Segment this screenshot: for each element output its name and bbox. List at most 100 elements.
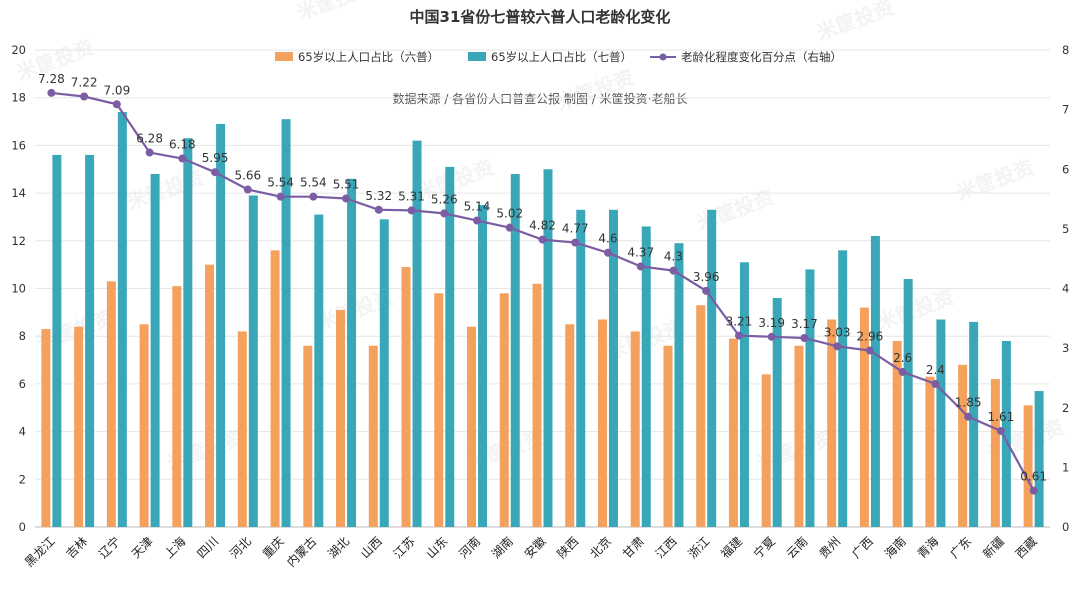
category-label: 湖南 (488, 534, 516, 562)
bar-6th-census (892, 340, 902, 527)
legend-label-7th: 65岁以上人口占比（七普） (491, 50, 632, 64)
category-label: 山东 (424, 534, 451, 561)
gridlines (35, 49, 1050, 528)
watermark-text: 米筐投资 (124, 165, 207, 215)
bar-7th-census (772, 298, 782, 527)
change-point (80, 92, 89, 101)
y-tick-left: 18 (11, 91, 26, 105)
bar-7th-census (641, 226, 651, 528)
change-point (996, 427, 1005, 436)
bar-6th-census (958, 364, 968, 527)
change-point (407, 206, 416, 215)
y-tick-right: 1 (1062, 460, 1069, 474)
bars (41, 112, 1044, 528)
bar-7th-census (216, 123, 226, 527)
change-data-label: 3.03 (824, 325, 851, 339)
bar-6th-census (728, 338, 738, 527)
bar-6th-census (106, 281, 116, 527)
watermark-text: 米筐投资 (814, 0, 897, 45)
y-tick-left: 16 (11, 138, 26, 152)
y-tick-right: 3 (1062, 341, 1069, 355)
change-point (276, 192, 285, 201)
change-data-label: 5.02 (496, 207, 523, 221)
category-label: 四川 (194, 534, 221, 561)
change-data-label: 5.66 (234, 169, 261, 183)
bar-6th-census (696, 305, 706, 527)
bar-6th-census (139, 324, 149, 527)
y-tick-left: 20 (11, 43, 26, 57)
change-data-label: 5.95 (202, 151, 229, 165)
bar-6th-census (761, 374, 771, 527)
change-line: 7.28 7.22 7.09 6.28 6.18 5.95 5.66 5.54 5.54 5.51… (38, 72, 1047, 495)
category-label: 新疆 (979, 534, 1007, 562)
bar-6th-census (74, 326, 84, 527)
bar-7th-census (870, 236, 880, 527)
chart-title: 中国31省份七普较六普人口老龄化变化 (410, 8, 671, 26)
change-data-label: 5.54 (267, 176, 294, 190)
category-label: 陕西 (554, 534, 582, 562)
legend-marker-change (659, 53, 667, 61)
change-point (505, 223, 514, 232)
change-data-label: 4.3 (664, 250, 683, 264)
bar-7th-census (510, 174, 520, 527)
change-point (931, 379, 940, 388)
bar-6th-census (336, 309, 346, 527)
change-point (669, 266, 678, 275)
category-label: 宁夏 (750, 534, 778, 562)
change-data-label: 1.61 (988, 410, 1015, 424)
change-data-label: 4.6 (598, 232, 617, 246)
category-label: 甘肃 (620, 534, 647, 561)
bar-6th-census (925, 376, 935, 527)
y-tick-left: 0 (19, 520, 26, 534)
category-label: 天津 (129, 534, 156, 561)
y-tick-right: 8 (1062, 43, 1069, 57)
change-data-label: 0.61 (1020, 470, 1047, 484)
category-label: 山西 (358, 534, 385, 561)
change-point (865, 346, 874, 355)
change-data-label: 5.54 (300, 176, 327, 190)
bar-7th-census (674, 243, 684, 527)
bar-7th-census (1001, 340, 1011, 527)
y-axis-left: 0 2 4 6 8 10 12 14 16 18 20 (11, 43, 26, 534)
bar-7th-census (478, 205, 488, 527)
legend-item-change[interactable]: 老龄化程度变化百分点（右轴） (650, 50, 842, 64)
category-label: 海南 (881, 534, 909, 562)
legend-label-change: 老龄化程度变化百分点（右轴） (681, 50, 842, 64)
y-tick-right: 7 (1062, 103, 1069, 117)
category-label: 江西 (653, 534, 680, 561)
bar-7th-census (543, 169, 553, 527)
change-point (440, 209, 449, 218)
change-data-label: 3.96 (693, 270, 720, 284)
bar-7th-census (608, 209, 618, 528)
category-label: 北京 (587, 534, 614, 561)
bar-6th-census (205, 264, 215, 527)
y-tick-right: 5 (1062, 222, 1069, 236)
change-point (767, 332, 776, 341)
legend-item-7th-census[interactable]: 65岁以上人口占比（七普） (468, 50, 632, 64)
category-label: 云南 (783, 534, 811, 562)
category-label: 河南 (456, 534, 484, 562)
change-point (145, 148, 154, 157)
bar-6th-census (368, 345, 378, 527)
change-data-label: 5.14 (464, 200, 491, 214)
y-tick-right: 6 (1062, 162, 1069, 176)
legend-label-6th: 65岁以上人口占比（六普） (298, 50, 439, 64)
bar-7th-census (379, 219, 389, 527)
change-point (898, 367, 907, 376)
category-label: 福建 (717, 534, 745, 562)
change-point (112, 100, 121, 109)
bar-7th-census (739, 262, 749, 527)
change-point (833, 342, 842, 351)
watermark-text: 米筐投资 (554, 65, 637, 115)
bar-7th-census (903, 278, 913, 527)
legend-item-6th-census[interactable]: 65岁以上人口占比（六普） (275, 50, 439, 64)
bar-7th-census (85, 154, 95, 527)
y-axis-right: 0 1 2 3 4 5 6 7 8 (1062, 43, 1069, 534)
bar-7th-census (347, 178, 357, 528)
y-tick-right: 0 (1062, 520, 1069, 534)
legend: 65岁以上人口占比（六普） 65岁以上人口占比（七普） 老龄化程度变化百分点（右… (275, 50, 842, 64)
category-label: 广西 (849, 534, 876, 561)
watermark-text: 米筐投资 (954, 155, 1037, 205)
change-data-label: 5.31 (398, 189, 425, 203)
